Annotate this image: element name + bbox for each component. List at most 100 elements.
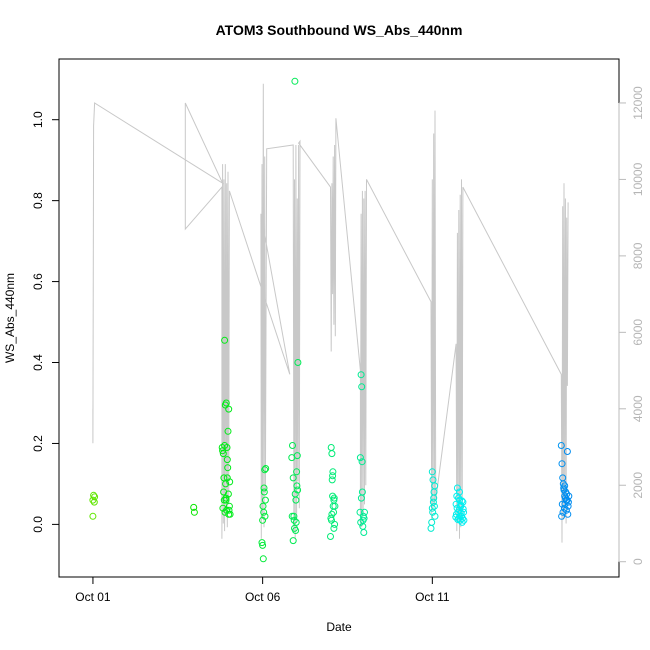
data-point <box>222 494 230 502</box>
data-point <box>431 482 439 490</box>
data-point <box>563 496 571 504</box>
right-tick-label: 12000 <box>631 86 645 120</box>
data-point <box>223 456 231 464</box>
data-point <box>220 496 228 504</box>
right-tick-label: 0 <box>631 558 645 565</box>
data-point <box>329 472 337 480</box>
data-point <box>456 488 463 496</box>
y-tick-label: 0.2 <box>31 435 45 452</box>
data-point <box>558 460 566 468</box>
data-point <box>563 448 571 455</box>
data-point <box>225 510 233 518</box>
x-axis-label: Date <box>326 620 352 634</box>
data-point <box>261 496 269 504</box>
data-point <box>329 492 337 500</box>
data-point <box>359 522 367 530</box>
data-point <box>357 518 365 526</box>
data-point <box>258 539 266 547</box>
axes-layer: Oct 01 Oct 06 Oct 11 0.0 0.2 0.4 0.6 0.8 1.0 0 200… <box>31 86 645 604</box>
y-tick-label: 0.6 <box>31 273 45 290</box>
data-point <box>557 442 565 449</box>
data-point <box>357 494 365 502</box>
y-tick-label: 0.4 <box>31 354 45 371</box>
data-point <box>90 491 98 499</box>
points-layer <box>89 77 573 563</box>
data-point <box>290 516 298 524</box>
data-point <box>428 518 436 526</box>
data-point <box>260 508 268 516</box>
data-point <box>452 513 460 521</box>
data-point <box>358 458 366 466</box>
data-point <box>427 524 435 532</box>
data-point <box>221 336 229 344</box>
data-point <box>261 466 269 474</box>
data-point <box>356 454 364 462</box>
x-tick-label: Oct 06 <box>245 590 281 604</box>
data-point <box>328 450 336 458</box>
data-point <box>431 512 439 520</box>
data-point <box>558 512 566 520</box>
data-point <box>357 371 365 379</box>
data-point <box>328 476 336 484</box>
data-point <box>90 498 98 506</box>
data-point <box>327 444 335 451</box>
data-point <box>452 500 460 508</box>
data-point <box>560 504 568 512</box>
data-point <box>293 482 301 490</box>
data-point <box>259 541 267 549</box>
data-point <box>330 524 338 532</box>
data-point <box>289 474 297 482</box>
plot-frame <box>58 58 620 578</box>
data-point <box>260 488 268 496</box>
data-point <box>292 527 300 534</box>
data-point <box>293 468 301 476</box>
data-point <box>356 508 364 516</box>
data-point <box>289 442 296 449</box>
data-point <box>358 383 366 391</box>
data-point <box>221 508 229 516</box>
right-tick-label: 4000 <box>631 395 645 422</box>
data-point <box>453 484 461 492</box>
data-point <box>328 510 336 518</box>
chart-title: ATOM3 Southbound WS_Abs_440nm <box>216 22 463 38</box>
data-point <box>291 77 299 85</box>
secondary-series-layer <box>92 83 569 543</box>
data-point <box>327 514 335 522</box>
data-point <box>562 506 570 514</box>
data-point <box>558 500 566 508</box>
data-point <box>225 506 233 514</box>
data-point <box>219 504 227 512</box>
data-point <box>459 514 466 522</box>
right-tick-label: 10000 <box>631 162 645 196</box>
data-point <box>430 502 438 510</box>
data-point <box>561 482 569 490</box>
data-point <box>428 504 436 512</box>
right-tick-label: 8000 <box>631 242 645 269</box>
data-point <box>360 529 368 536</box>
data-point <box>429 508 437 516</box>
data-point <box>259 516 267 524</box>
data-point <box>225 405 233 413</box>
right-tick-label: 2000 <box>631 472 645 499</box>
right-tick-label: 6000 <box>631 319 645 346</box>
data-point <box>224 427 232 435</box>
data-point <box>222 399 230 407</box>
data-point <box>458 497 466 505</box>
y-tick-label: 0.0 <box>31 516 45 533</box>
data-point <box>224 464 232 472</box>
data-point <box>288 512 296 520</box>
data-point <box>293 452 301 460</box>
y-axis-label: WS_Abs_440nm <box>3 273 17 363</box>
data-point <box>329 468 337 476</box>
data-point <box>225 502 233 510</box>
data-point <box>294 359 302 366</box>
data-point <box>223 474 231 482</box>
data-point <box>259 555 267 563</box>
data-point <box>292 496 300 504</box>
data-point <box>331 502 339 510</box>
data-point <box>89 512 97 520</box>
data-point <box>91 493 99 501</box>
y-tick-label: 0.8 <box>31 192 45 209</box>
data-point <box>459 505 467 513</box>
